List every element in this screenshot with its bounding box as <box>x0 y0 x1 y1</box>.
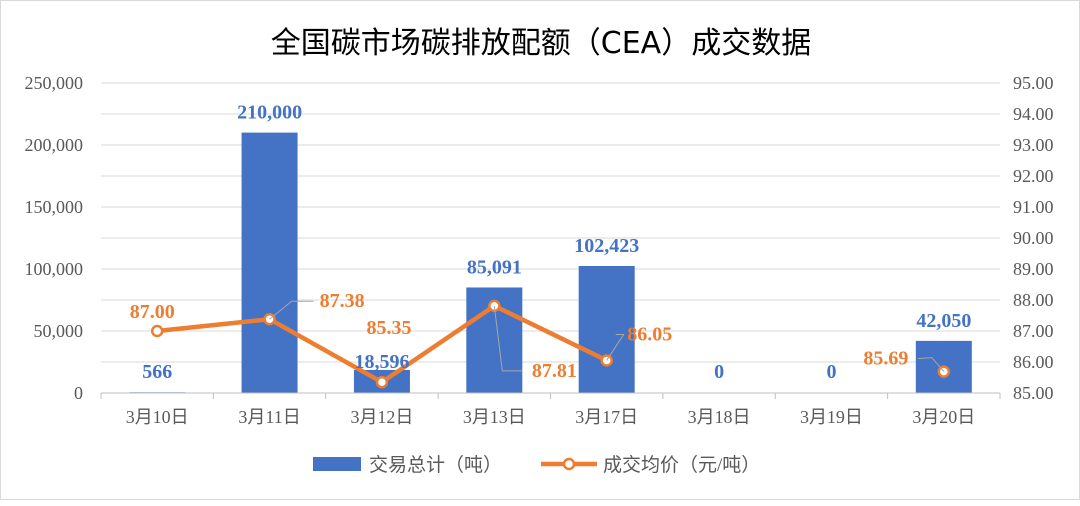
y-right-tick-label: 88.00 <box>1013 290 1054 310</box>
x-tick-label: 3月10日 <box>126 407 189 427</box>
label-leader-line <box>493 305 523 372</box>
y-right-tick-label: 92.00 <box>1013 166 1054 186</box>
line-point <box>150 324 164 338</box>
line-value-label: 85.35 <box>366 317 411 339</box>
y-right-tick-label: 89.00 <box>1013 259 1054 279</box>
label-leader-line <box>269 300 314 320</box>
bar-value-label: 102,423 <box>574 235 639 257</box>
label-leader-line <box>606 333 625 361</box>
bar-value-label: 0 <box>826 361 836 383</box>
line-segment <box>267 316 385 385</box>
chart-title: 全国碳市场碳排放配额（CEA）成交数据 <box>271 26 811 61</box>
x-tick-label: 3月18日 <box>688 407 751 427</box>
line-value-label: 87.00 <box>130 301 175 323</box>
axes: 0 50,000 100,000 150,000 200,000 250,000 85.00… <box>25 73 1054 427</box>
bar-value-label: 85,091 <box>467 256 522 278</box>
legend-bar-swatch <box>313 457 361 471</box>
x-tick-label: 3月19日 <box>800 407 863 427</box>
y-right-tick-label: 91.00 <box>1013 197 1054 217</box>
y-right-tick-label: 90.00 <box>1013 228 1054 248</box>
y-right-tick-label: 85.00 <box>1013 383 1054 403</box>
y-right-tick-label: 86.00 <box>1013 352 1054 372</box>
y-left-tick-label: 100,000 <box>25 259 84 279</box>
gridlines <box>101 82 1000 394</box>
label-leader-line <box>917 357 945 372</box>
y-right-tick-label: 93.00 <box>1013 135 1054 155</box>
line-segment <box>379 303 497 385</box>
y-right-tick-label: 87.00 <box>1013 321 1054 341</box>
y-right-tick-label: 95.00 <box>1013 73 1054 93</box>
line-value-label: 86.05 <box>627 323 672 345</box>
x-tick-label: 3月20日 <box>912 407 975 427</box>
line-point <box>375 375 389 389</box>
legend-line-label: 成交均价（元/吨） <box>603 454 760 476</box>
legend-line-marker <box>562 457 576 471</box>
y-left-tick-label: 0 <box>74 383 83 403</box>
bar-value-label: 18,596 <box>354 351 409 373</box>
bar-value-label: 210,000 <box>237 102 302 124</box>
line-series <box>150 299 951 389</box>
legend: 交易总计（吨） 成交均价（元/吨） <box>313 454 760 476</box>
bar-value-label: 566 <box>142 361 172 383</box>
y-left-tick-label: 250,000 <box>25 73 84 93</box>
y-right-tick-label: 94.00 <box>1013 104 1054 124</box>
data-labels: 566 210,000 18,596 85,091 102,423 0 0 42,050 87.… <box>130 102 972 383</box>
line-value-label: 85.69 <box>863 348 908 370</box>
bar-value-label: 0 <box>714 361 724 383</box>
x-tick-label: 3月11日 <box>238 407 300 427</box>
bar <box>578 265 635 393</box>
x-tick-label: 3月13日 <box>463 407 526 427</box>
legend-bar-label: 交易总计（吨） <box>369 454 502 476</box>
line-segment <box>154 316 272 334</box>
y-left-tick-label: 50,000 <box>34 321 84 341</box>
bar-value-label: 42,050 <box>916 310 971 332</box>
line-value-label: 87.38 <box>320 290 365 312</box>
bar <box>241 132 298 393</box>
y-left-tick-label: 200,000 <box>25 135 84 155</box>
bar-series <box>129 132 972 393</box>
y-left-tick-label: 150,000 <box>25 197 84 217</box>
x-tick-label: 3月12日 <box>350 407 413 427</box>
line-segment <box>492 303 609 363</box>
line-value-label: 87.81 <box>532 360 577 382</box>
x-tick-label: 3月17日 <box>575 407 638 427</box>
